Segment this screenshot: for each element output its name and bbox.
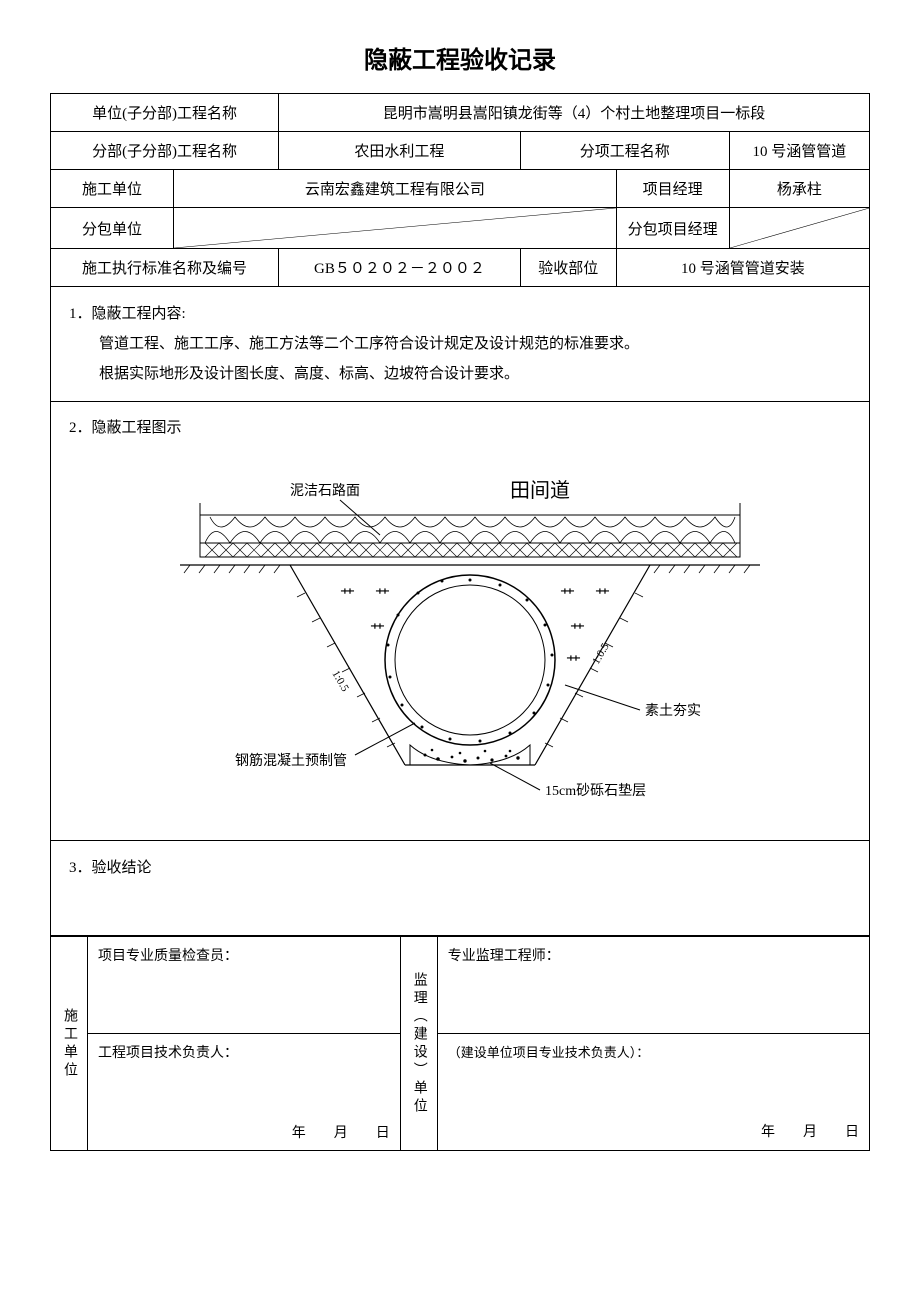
value-contractor: 云南宏鑫建筑工程有限公司 bbox=[174, 170, 617, 208]
value-item: 10 号涵管管道 bbox=[729, 132, 869, 170]
label-pipe: 钢筋混凝土预制管 bbox=[235, 752, 347, 769]
label-slope-left: 1:0.5 bbox=[329, 669, 351, 695]
signature-table: 施工单位 项目专业质量检查员： 监理（建设）单位 专业监理工程师： 工程项目技术… bbox=[50, 936, 870, 1151]
value-unit-project: 昆明市嵩明县嵩阳镇龙街等（4）个村土地整理项目一标段 bbox=[279, 94, 870, 132]
label-pm: 项目经理 bbox=[616, 170, 729, 208]
section-conclusion: 3．验收结论 bbox=[50, 841, 870, 936]
svg-text:艹: 艹 bbox=[570, 623, 585, 639]
label-supervision-unit-vertical: 监理（建设）单位 bbox=[400, 937, 437, 1151]
label-compact-soil: 素土夯实 bbox=[645, 703, 701, 719]
label-quality-inspector: 项目专业质量检查员： bbox=[98, 945, 390, 965]
label-item: 分项工程名称 bbox=[520, 132, 729, 170]
section-content: 1．隐蔽工程内容: 管道工程、施工工序、施工方法等二个工序符合设计规定及设计规范… bbox=[50, 287, 870, 402]
section3-heading: 3．验收结论 bbox=[69, 853, 851, 883]
svg-text:艹: 艹 bbox=[375, 588, 390, 604]
label-owner-tech: （建设单位项目专业技术负责人）： bbox=[448, 1042, 859, 1061]
svg-text:艹: 艹 bbox=[566, 655, 581, 671]
value-subdiv: 农田水利工程 bbox=[279, 132, 521, 170]
label-subcontractor: 分包单位 bbox=[51, 208, 174, 249]
label-construction-unit-vertical: 施工单位 bbox=[51, 937, 88, 1151]
section1-heading: 1．隐蔽工程内容: bbox=[69, 299, 851, 329]
label-bedding: 15cm砂砾石垫层 bbox=[545, 783, 646, 799]
culvert-diagram-svg: 泥洁石路面 田间道 bbox=[120, 445, 800, 825]
svg-text:艹: 艹 bbox=[595, 588, 610, 604]
section-diagram: 2．隐蔽工程图示 泥洁石路面 田间道 bbox=[50, 402, 870, 841]
cell-owner-tech: （建设单位项目专业技术负责人）： 年 月 日 bbox=[437, 1034, 869, 1151]
value-pm: 杨承柱 bbox=[729, 170, 869, 208]
cell-tech-lead: 工程项目技术负责人： 年 月 日 bbox=[88, 1034, 401, 1151]
value-sub-pm-empty bbox=[729, 208, 869, 249]
cell-supervisor: 专业监理工程师： bbox=[437, 937, 869, 1034]
label-road-surface: 泥洁石路面 bbox=[290, 483, 360, 499]
section2-heading: 2．隐蔽工程图示 bbox=[51, 412, 869, 445]
date-left: 年 月 日 bbox=[98, 1062, 390, 1142]
label-subdiv: 分部(子分部)工程名称 bbox=[51, 132, 279, 170]
page-title: 隐蔽工程验收记录 bbox=[50, 40, 870, 75]
label-accept-part: 验收部位 bbox=[520, 249, 616, 287]
label-tech-lead: 工程项目技术负责人： bbox=[98, 1042, 390, 1062]
hash-marks: 艹 艹 艹 艹 艹 艹 艹 bbox=[340, 588, 610, 671]
section1-line1: 管道工程、施工工序、施工方法等二个工序符合设计规定及设计规范的标准要求。 bbox=[69, 329, 851, 359]
label-supervisor: 专业监理工程师： bbox=[448, 945, 859, 965]
section1-line2: 根据实际地形及设计图长度、高度、标高、边坡符合设计要求。 bbox=[69, 359, 851, 389]
label-contractor: 施工单位 bbox=[51, 170, 174, 208]
svg-text:艹: 艹 bbox=[340, 588, 355, 604]
svg-text:艹: 艹 bbox=[370, 623, 385, 639]
label-unit-project: 单位(子分部)工程名称 bbox=[51, 94, 279, 132]
header-table: 单位(子分部)工程名称 昆明市嵩明县嵩阳镇龙街等（4）个村土地整理项目一标段 分… bbox=[50, 93, 870, 287]
value-accept-part: 10 号涵管管道安装 bbox=[616, 249, 869, 287]
label-field-road: 田间道 bbox=[510, 479, 570, 502]
label-sub-pm: 分包项目经理 bbox=[616, 208, 729, 249]
svg-text:艹: 艹 bbox=[560, 588, 575, 604]
label-standard: 施工执行标准名称及编号 bbox=[51, 249, 279, 287]
value-subcontractor-empty bbox=[174, 208, 617, 249]
value-standard: GB５０２０２－２００２ bbox=[279, 249, 521, 287]
cell-quality-inspector: 项目专业质量检查员： bbox=[88, 937, 401, 1034]
date-right: 年 月 日 bbox=[448, 1061, 859, 1141]
